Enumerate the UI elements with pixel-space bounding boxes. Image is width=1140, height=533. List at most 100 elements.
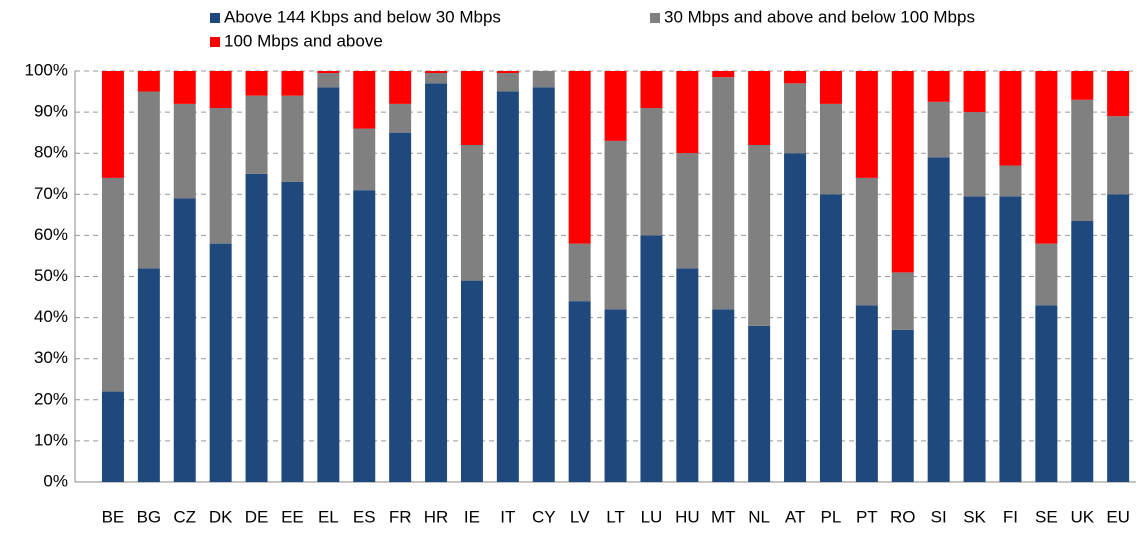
x-tick-label: ES xyxy=(353,507,376,526)
bar-segment xyxy=(1035,243,1058,306)
bar-segment xyxy=(389,103,412,133)
bar-segment xyxy=(353,128,376,191)
legend-swatch xyxy=(650,13,660,23)
x-tick-label: SK xyxy=(963,507,986,526)
x-tick-label: PT xyxy=(856,507,878,526)
bar-segment xyxy=(927,71,950,102)
y-tick-label: 30% xyxy=(34,348,68,367)
bar-segment xyxy=(389,71,412,104)
bar-segment xyxy=(819,103,842,195)
bar-segment xyxy=(173,198,196,482)
bar-segment xyxy=(927,157,950,482)
bar-segment xyxy=(1107,194,1130,483)
bar-segment xyxy=(1035,305,1058,482)
bar-segment xyxy=(712,309,735,482)
bar-segment xyxy=(460,280,483,482)
x-tick-label: NL xyxy=(748,507,770,526)
bar-segment xyxy=(209,243,232,482)
y-tick-label: 50% xyxy=(34,266,68,285)
bar-segment xyxy=(891,272,914,330)
x-tick-label: FI xyxy=(1003,507,1018,526)
x-tick-label: BG xyxy=(137,507,162,526)
bar-segment xyxy=(568,71,591,244)
x-tick-label: HR xyxy=(424,507,449,526)
bar-segment xyxy=(209,71,232,108)
bar-segment xyxy=(245,95,268,174)
bar-segment xyxy=(676,268,699,482)
x-tick-label: EU xyxy=(1106,507,1130,526)
bar-segment xyxy=(460,144,483,281)
bar-segment xyxy=(425,73,448,84)
x-tick-label: UK xyxy=(1070,507,1094,526)
x-tick-label: AT xyxy=(785,507,805,526)
bar-segment xyxy=(712,77,735,310)
y-tick-label: 70% xyxy=(34,184,68,203)
x-tick-label: CZ xyxy=(173,507,196,526)
x-tick-label: IT xyxy=(500,507,515,526)
x-tick-label: IE xyxy=(464,507,480,526)
x-tick-label: BE xyxy=(102,507,125,526)
bar-segment xyxy=(999,165,1022,197)
bar-segment xyxy=(281,95,304,182)
bar-segment xyxy=(496,73,519,92)
bar-segment xyxy=(245,71,268,96)
bar-segment xyxy=(353,71,376,129)
bar-segment xyxy=(532,87,555,482)
y-tick-label: 10% xyxy=(34,430,68,449)
legend-label: Above 144 Kbps and below 30 Mbps xyxy=(224,7,501,26)
bar-segment xyxy=(640,107,663,236)
x-tick-label: DE xyxy=(245,507,269,526)
bar-segment xyxy=(425,83,448,482)
legend-label: 100 Mbps and above xyxy=(224,31,383,50)
x-tick-label: HU xyxy=(675,507,700,526)
y-tick-label: 40% xyxy=(34,307,68,326)
x-tick-label: PL xyxy=(821,507,842,526)
bar-segment xyxy=(784,71,807,84)
bar-segment xyxy=(1107,116,1130,195)
bar-segment xyxy=(963,112,986,197)
y-tick-label: 90% xyxy=(34,102,68,121)
bar-segment xyxy=(1071,71,1094,100)
bar-segment xyxy=(604,140,627,310)
x-tick-label: LT xyxy=(606,507,625,526)
bar-segment xyxy=(676,153,699,269)
bar-segment xyxy=(999,71,1022,166)
y-tick-label: 20% xyxy=(34,389,68,408)
bar-segment xyxy=(568,301,591,482)
bar-segment xyxy=(963,196,986,483)
bar-segment xyxy=(317,71,340,74)
bar-segment xyxy=(1071,221,1094,482)
x-tick-label: SE xyxy=(1035,507,1058,526)
bar-segment xyxy=(353,190,376,482)
legend-swatch xyxy=(210,37,220,47)
x-tick-label: LV xyxy=(570,507,590,526)
bar-segment xyxy=(425,71,448,74)
bar-segment xyxy=(137,91,160,269)
bar-segment xyxy=(101,71,124,178)
bar-segment xyxy=(748,325,771,482)
bar-segment xyxy=(819,194,842,483)
bar-segment xyxy=(568,243,591,302)
bar-segment xyxy=(137,71,160,92)
bar-segment xyxy=(245,173,268,482)
bar-segment xyxy=(496,91,519,483)
bar-segment xyxy=(855,177,878,306)
bar-segment xyxy=(1035,71,1058,244)
bar-segment xyxy=(640,71,663,108)
x-tick-label: EL xyxy=(318,507,339,526)
x-tick-label: EE xyxy=(281,507,304,526)
y-tick-label: 100% xyxy=(25,60,68,79)
x-tick-label: SI xyxy=(931,507,947,526)
x-tick-label: LU xyxy=(641,507,663,526)
bar-segment xyxy=(604,309,627,482)
bar-segment xyxy=(855,71,878,178)
bar-segment xyxy=(460,71,483,145)
bar-segment xyxy=(1107,71,1130,117)
bar-segment xyxy=(784,153,807,482)
bar-segment xyxy=(281,181,304,482)
bar-segment xyxy=(1071,99,1094,222)
bar-segment xyxy=(855,305,878,482)
bar-segment xyxy=(101,177,124,392)
legend-label: 30 Mbps and above and below 100 Mbps xyxy=(664,7,975,26)
